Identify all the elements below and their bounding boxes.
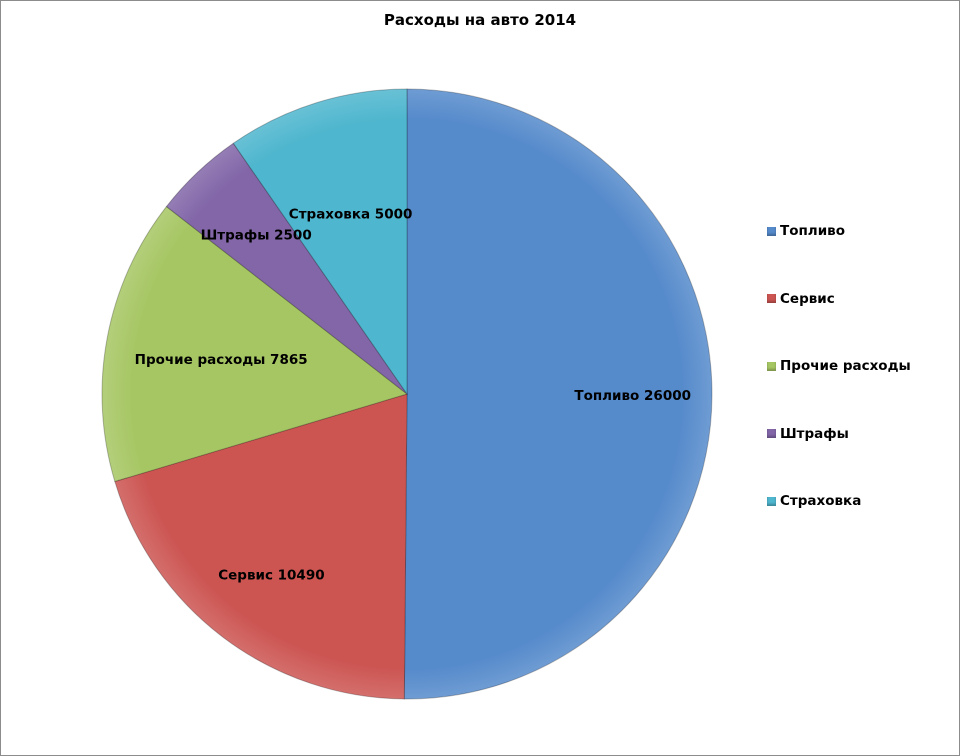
legend-item: Топливо: [767, 223, 845, 239]
legend-swatch: [767, 361, 776, 371]
legend-item: Прочие расходы: [767, 358, 911, 374]
legend-label: Топливо: [780, 223, 845, 239]
pie-slice-3: [165, 142, 408, 395]
legend-label: Прочие расходы: [780, 358, 911, 374]
legend-swatch: [767, 226, 776, 236]
legend-swatch: [767, 496, 776, 506]
legend-label: Сервис: [780, 290, 835, 307]
data-label: Штрафы 2500: [201, 227, 312, 243]
legend-swatch: [767, 429, 776, 438]
legend-item: Штрафы: [767, 426, 849, 442]
data-label: Сервис 10490: [218, 567, 324, 583]
data-label: Страховка 5000: [289, 207, 413, 223]
data-label: Прочие расходы 7865: [135, 352, 308, 368]
legend-swatch: [767, 294, 776, 303]
legend-label: Штрафы: [780, 425, 849, 442]
legend-item: Страховка: [767, 493, 861, 509]
legend-label: Страховка: [780, 493, 862, 509]
pie-slice-4: [232, 88, 408, 396]
legend-item: Сервис: [767, 291, 835, 307]
chart-title: Расходы на авто 2014: [383, 11, 577, 29]
pie-slice-1: [114, 393, 408, 700]
pie-slice-0: [403, 88, 713, 700]
data-label: Топливо 26000: [574, 388, 691, 404]
pie-slice-2: [101, 205, 409, 483]
